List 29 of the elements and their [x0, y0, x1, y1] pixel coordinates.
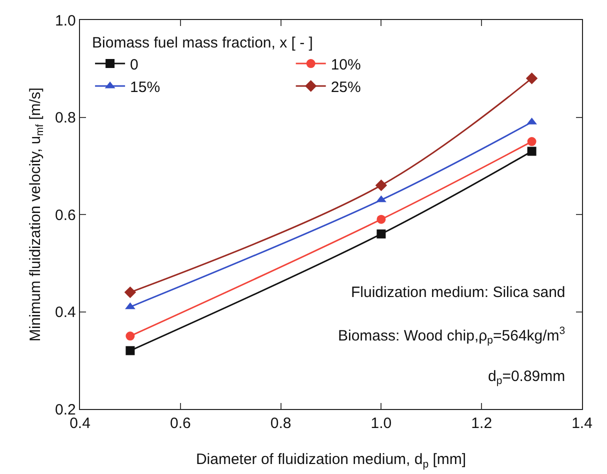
annotation: d$_{p}$=0.89mm	[488, 368, 566, 388]
x-tick-label: 0.6	[170, 415, 191, 432]
legend-title: Biomass fuel mass fraction, x [ - ]	[92, 34, 313, 52]
point	[376, 214, 386, 224]
legend-label: 0	[130, 56, 138, 74]
point	[125, 302, 136, 310]
point	[527, 146, 536, 156]
x-axis-title: Diameter of fluidization medium, d$_{p}$ [mm]	[196, 451, 466, 470]
legend-label: 15%	[130, 78, 160, 96]
legend-label: 25%	[330, 78, 361, 96]
x-tick-label: 1.2	[471, 415, 492, 432]
y-tick-label: 0.6	[55, 206, 76, 224]
y-tick-label: 1.0	[55, 12, 76, 30]
y-tick-label: 0.8	[55, 110, 76, 126]
point	[376, 229, 386, 238]
legend-label: 10%	[330, 56, 361, 74]
point	[375, 179, 388, 192]
point	[126, 346, 135, 356]
point	[527, 137, 536, 146]
annotation: Fluidization medium: Silica sand	[351, 284, 566, 301]
x-tick-label: 1.4	[572, 415, 592, 432]
x-tick-label: 0.8	[270, 415, 292, 432]
annotation: Biomass: Wood chip,ρ$_{p}$=564kg/m$^{3}$	[338, 325, 566, 346]
x-tick-label: 1.0	[370, 415, 392, 432]
point	[526, 72, 538, 84]
point	[126, 332, 135, 341]
point	[376, 195, 386, 202]
point	[124, 286, 136, 298]
y-tick-label: 0.4	[55, 304, 76, 321]
